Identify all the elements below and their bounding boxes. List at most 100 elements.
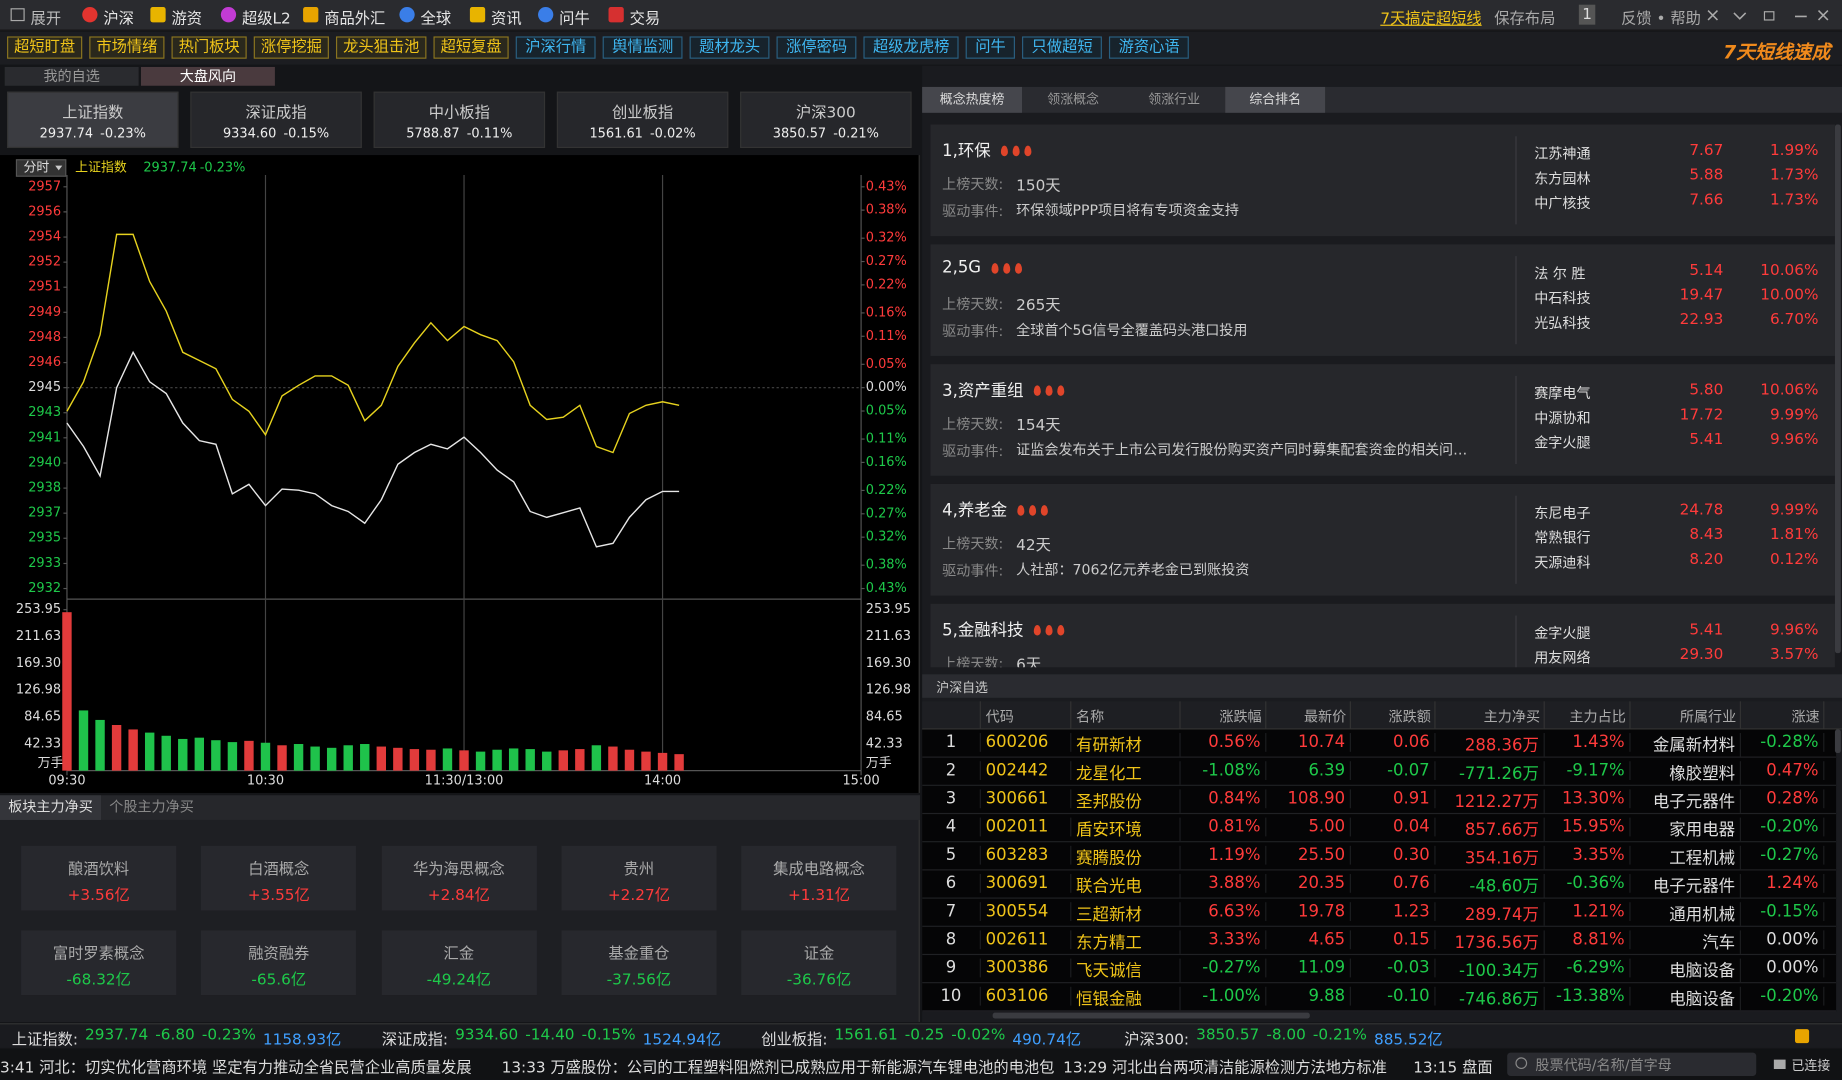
table-row[interactable]: 7 300554 三超新材 6.63% 19.78 1.23 289.74万 1.21% 通用机… [922,899,1837,927]
pin-icon[interactable] [1707,10,1719,21]
news-item[interactable]: 3:41 河北：切实优化营商环境 坚定有力推动全省民营企业高质量发展 [0,1059,472,1078]
table-cell: -13.38% [1545,986,1631,1006]
concept-card[interactable]: 3,资产重组 上榜天数: 154天 驱动事件: 证监会发布关于上市公司发行股份购买资产同… [930,364,1835,476]
flow-card[interactable]: 酿酒饮料 +3.56亿 [21,845,177,911]
flow-card[interactable]: 集成电路概念 +1.31亿 [741,845,897,911]
menu-item[interactable]: 资讯 [491,10,522,29]
index-card[interactable]: 深证成指 9334.60 -0.15% [190,91,362,149]
tool-button[interactable]: 游资心语 [1109,36,1190,59]
flow-card[interactable]: 证金 -36.76亿 [741,930,897,996]
tool-button[interactable]: 只做超短 [1022,36,1103,59]
promo-link[interactable]: 7天搞定超短线 [1380,10,1482,29]
table-row[interactable]: 2 002442 龙星化工 -1.08% 6.39 -0.07 -771.26万 -9.17%… [922,758,1837,786]
flow-tab[interactable]: 板块主力净买 [0,795,102,820]
left-tab[interactable]: 我的自选 [4,66,139,86]
concept-tab[interactable]: 领涨行业 [1148,91,1200,107]
column-header[interactable]: 主力净买 [1483,708,1541,725]
tool-button[interactable]: 题材龙头 [689,36,770,59]
expand-button[interactable]: 展开 [30,10,62,29]
menu-item[interactable]: 问牛 [559,10,590,29]
news-item[interactable]: 13:33 万盛股份：公司的工程塑料阻燃剂已成熟应用于新能源汽车锂电池的电池包 [501,1059,1055,1078]
flow-value: -65.6亿 [251,971,307,990]
hot-tool-button[interactable]: 龙头狙击池 [336,36,427,59]
table-row[interactable]: 9 300386 飞天诚信 -0.27% 11.09 -0.03 -100.34万 -6.29… [922,955,1837,984]
close-icon[interactable] [1817,10,1829,21]
concept-tab[interactable]: 领涨概念 [1047,91,1099,107]
flow-card[interactable]: 贵州 +2.27亿 [561,845,717,911]
concept-tab[interactable]: 概念热度榜 [922,86,1023,113]
help-link[interactable]: 反馈 • 帮助 [1621,10,1701,29]
menu-item[interactable]: 全球 [420,10,452,29]
flow-card[interactable]: 华为海思概念 +2.84亿 [381,845,537,911]
concept-card[interactable]: 4,养老金 上榜天数: 42天 驱动事件: 人社部：7062亿元养老金已到账投资 东尼电子… [930,483,1835,596]
menu-item[interactable]: 超级L2 [241,10,291,29]
table-cell: 2 [922,761,981,781]
window-controls[interactable] [1703,6,1832,25]
news-item[interactable]: 13:29 河北出台两项清洁能源检测方法地方标准 [1063,1059,1387,1078]
stock-change: 1.81% [1769,526,1819,544]
mode-label: 分时 [23,160,49,175]
hot-tool-button[interactable]: 涨停挖掘 [253,36,330,59]
column-header[interactable]: 代码 [985,708,1014,725]
tool-button[interactable]: 超级龙虎榜 [863,36,959,59]
tool-button[interactable]: 沪深行情 [515,36,596,59]
search-box[interactable]: 股票代码/名称/首字母 [1507,1052,1757,1077]
heat-icon [1015,262,1023,274]
table-row[interactable]: 4 002011 盾安环境 0.81% 5.00 0.04 857.66万 15.95% 家用电… [922,814,1837,843]
table-cell: 0.04 [1351,817,1436,837]
index-card[interactable]: 沪深300 3850.57 -0.21% [740,91,912,149]
flow-card[interactable]: 融资融券 -65.6亿 [201,930,357,996]
concept-tab[interactable]: 综合排名 [1225,86,1326,113]
table-row[interactable]: 3 300661 圣邦股份 0.84% 108.90 0.91 1212.27万 13.30%… [922,786,1837,815]
heat-icon [1029,504,1037,516]
restore-icon[interactable] [1763,11,1775,21]
table-row[interactable]: 5 603283 赛腾股份 1.19% 25.50 0.30 354.16万 3.35% 工程机… [922,842,1837,871]
index-change: -0.21% [833,125,879,141]
column-header[interactable]: 主力占比 [1569,708,1626,725]
menu-item[interactable]: 交易 [629,10,661,29]
index-card[interactable]: 创业板指 1561.61 -0.02% [556,91,729,149]
volume-bar [194,737,205,771]
concept-card[interactable]: 5,金融科技 上榜天数: 6天 金字火腿 5.41 9.96% 用友网络 29.30 3.57% [930,603,1835,668]
hot-tool-button[interactable]: 超短盯盘 [7,36,83,59]
index-card[interactable]: 上证指数 2937.74 -0.23% [7,91,179,149]
stock-name: 天源迪科 [1534,554,1591,571]
page-number[interactable]: 1 [1578,4,1596,25]
column-header[interactable]: 所属行业 [1679,708,1737,725]
flow-card[interactable]: 白酒概念 +3.55亿 [201,845,357,911]
flow-card[interactable]: 基金重仓 -37.56亿 [561,930,717,996]
concept-card[interactable]: 1,环保 上榜天数: 150天 驱动事件: 环保领域PPP项目将有专项资金支持 江苏神通 7… [930,124,1835,237]
flow-tab[interactable]: 个股主力净买 [109,798,194,816]
table-row[interactable]: 1 600206 有研新材 0.56% 10.74 0.06 288.36万 1.43% 金属新… [922,730,1837,758]
expand-icon[interactable] [10,8,25,22]
index-card[interactable]: 中小板指 5788.87 -0.11% [373,91,546,149]
table-cell: 6 [922,874,981,893]
table-row[interactable]: 8 002611 东方精工 3.33% 4.65 0.15 1736.56万 8.81% 汽车 0… [922,927,1837,956]
column-header[interactable]: 涨跌额 [1388,708,1431,725]
table-row[interactable]: 10 603106 恒银金融 -1.00% 9.88 -0.10 -746.86万 -13.3… [922,983,1837,1012]
menu-item[interactable]: 沪深 [103,10,134,29]
column-header[interactable]: 名称 [1076,708,1105,725]
column-header[interactable]: 最新价 [1303,708,1347,725]
flow-card[interactable]: 富时罗素概念 -68.32亿 [21,930,177,996]
tool-button[interactable]: 问牛 [965,36,1016,59]
concept-card[interactable]: 2,5G 上榜天数: 265天 驱动事件: 全球首个5G信号全覆盖码头港口投用 法 尔 胜… [930,244,1835,356]
hot-tool-button[interactable]: 超短复盘 [433,36,509,59]
menu-item[interactable]: 游资 [171,10,203,29]
save-layout[interactable]: 保存布局 [1494,10,1556,29]
mode-button[interactable] [15,159,67,177]
menu-item[interactable]: 商品外汇 [324,10,386,29]
left-tab[interactable]: 大盘风向 [140,66,275,86]
flow-card[interactable]: 汇金 -49.24亿 [381,930,537,996]
status-amount: 885.52亿 [1373,1031,1443,1050]
column-header[interactable]: 涨速 [1791,708,1820,725]
hot-tool-button[interactable]: 热门板块 [171,36,247,59]
column-header[interactable]: 涨跌幅 [1219,708,1262,725]
tool-button[interactable]: 舆情监测 [602,36,683,59]
news-item[interactable]: 13:15 盘面 [1413,1059,1493,1078]
table-row[interactable]: 6 300691 联合光电 3.88% 20.35 0.76 -48.60万 -0.36% 电子… [922,870,1837,899]
tool-button[interactable]: 涨停密码 [776,36,857,59]
hot-tool-button[interactable]: 市场情绪 [89,36,165,59]
volume-bar [343,745,353,771]
dropdown-icon[interactable] [1733,12,1747,20]
